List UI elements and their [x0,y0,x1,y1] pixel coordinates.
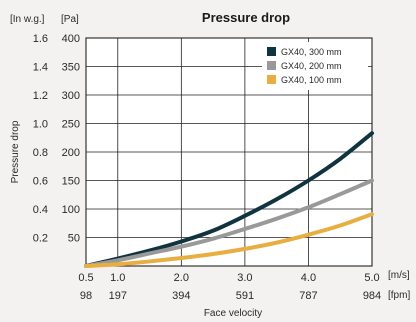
y-tick-label-pa: 250 [62,119,80,131]
x-unit-secondary: [fpm] [388,290,410,301]
y-unit-secondary: [In w.g.] [10,14,45,25]
series-line-1 [84,131,374,268]
x-tick-label-fpm: 197 [109,290,127,302]
x-tick-label-ms: 4.0 [301,272,316,284]
y-tick-label-inwg: 0.6 [33,176,48,188]
legend-label: GX40, 100 mm [281,75,342,85]
chart-title: Pressure drop [202,10,290,25]
x-axis-label: Face velocity [204,308,262,319]
x-tick-label-ms: 5.0 [364,272,379,284]
x-tick-label-ms: 0.5 [78,272,93,284]
y-tick-label-inwg: 1.6 [33,33,48,45]
y-tick-label-pa: 100 [62,204,80,216]
legend-swatch [267,47,276,56]
y-tick-label-inwg: 1.0 [33,119,48,131]
x-tick-label-fpm: 984 [363,290,381,302]
y-tick-label-pa: 300 [62,90,80,102]
legend-swatch [267,61,276,70]
y-tick-label-inwg: 1.4 [33,62,48,74]
x-tick-label-ms: 2.0 [174,272,189,284]
legend-label: GX40, 200 mm [281,61,342,71]
y-tick-label-pa: 400 [62,33,80,45]
y-tick-label-pa: 350 [62,62,80,74]
y-axis-label: Pressure drop [10,120,21,183]
x-tick-label-fpm: 591 [236,290,254,302]
x-tick-label-fpm: 394 [172,290,190,302]
legend-box [262,42,368,90]
x-unit-primary: [m/s] [388,270,410,281]
y-tick-label-inwg: 0.8 [33,147,48,159]
x-tick-label-fpm: 787 [299,290,317,302]
legend-label: GX40, 300 mm [281,47,342,57]
y-tick-label-inwg: 1.2 [33,90,48,102]
y-tick-label-inwg: 0.2 [33,233,48,245]
y-unit-primary: [Pa] [61,14,79,25]
series-line-3 [84,212,374,268]
x-tick-label-ms: 1.0 [110,272,125,284]
series-line-2 [84,178,374,268]
y-tick-label-inwg: 0.4 [33,204,48,216]
x-tick-label-ms: 3.0 [237,272,252,284]
y-tick-label-pa: 50 [68,233,80,245]
x-tick-label-fpm: 98 [80,290,92,302]
legend-swatch [267,75,276,84]
y-tick-label-pa: 200 [62,147,80,159]
y-tick-label-pa: 150 [62,176,80,188]
